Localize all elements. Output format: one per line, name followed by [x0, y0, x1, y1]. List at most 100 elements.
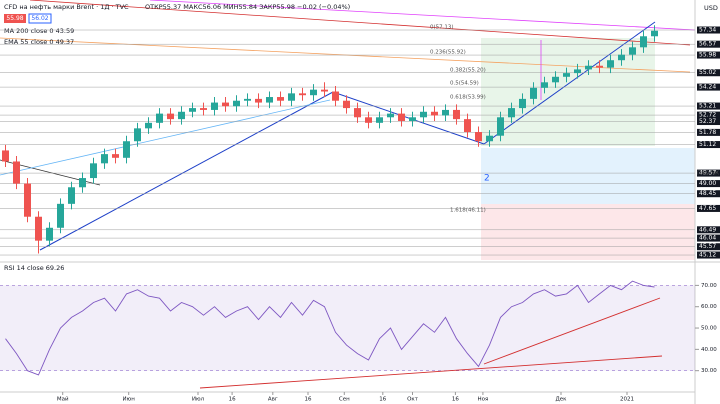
price-tag [697, 243, 720, 251]
candle-body [365, 117, 372, 123]
y-tick-label: 57.34 [699, 27, 716, 34]
annotation: 0.618(53.99) [450, 95, 486, 101]
candle-body [629, 47, 636, 55]
y-tick-label: 54.24 [699, 84, 716, 91]
price-tag [697, 169, 720, 177]
y-tick-label: 55.98 [699, 52, 716, 59]
candle-body [409, 117, 416, 121]
trend-line [483, 21, 656, 145]
ask-price: 56.02 [31, 15, 48, 22]
fib-zone-red [481, 204, 695, 260]
candle-body [112, 154, 119, 158]
candle-body [585, 65, 592, 70]
x-tick-label: 16 [305, 397, 312, 403]
candle-body [541, 82, 548, 88]
price-tag [697, 204, 720, 212]
ma-line [0, 99, 331, 176]
candle-body [442, 109, 449, 116]
price-tag [697, 226, 720, 234]
candle-body [299, 93, 306, 96]
candle-body [189, 108, 196, 112]
candle-body [68, 187, 75, 204]
price-tag [697, 111, 720, 119]
drawing-line [29, 0, 691, 46]
y-tick-label: 50.00 [701, 326, 717, 332]
candle-body [464, 119, 471, 133]
candle-body [640, 36, 647, 48]
candle-body [376, 117, 383, 123]
candle-body [90, 163, 97, 179]
candle-body [79, 178, 86, 188]
candle-body [211, 102, 218, 110]
candle-body [24, 183, 31, 217]
x-tick-label: Май [57, 396, 69, 403]
candle-body [486, 135, 493, 142]
candle-body [398, 113, 405, 121]
candle-body [530, 87, 537, 99]
x-tick-label: Авг [268, 397, 278, 403]
y-tick-label: 51.12 [699, 141, 716, 148]
candle-body [343, 100, 350, 109]
price-tag [697, 180, 720, 188]
y-tick-label: 49.57 [699, 170, 716, 177]
y-tick-label: 55.02 [699, 69, 716, 76]
candle-body [508, 108, 515, 118]
candle-body [57, 203, 64, 228]
fib-zone-green [481, 38, 655, 146]
price-tag [697, 234, 720, 242]
annotation: 0(57.13) [430, 25, 454, 31]
x-tick-label: Сен [339, 397, 350, 403]
rsi-trend [199, 355, 663, 389]
annotation: 2 [484, 174, 490, 184]
y-tick-label: 40.00 [701, 347, 717, 353]
x-tick-label: 16 [379, 397, 386, 403]
y-tick-label: 53.21 [699, 103, 716, 110]
trend-line [332, 91, 485, 145]
trend-line [39, 91, 334, 251]
price-tag [697, 26, 720, 34]
y-tick-label: 51.78 [699, 129, 716, 136]
candle-body [354, 108, 361, 118]
candle-body [497, 117, 504, 136]
candle-body [453, 109, 460, 120]
candle-body [321, 89, 328, 92]
y-tick-label: 45.12 [699, 252, 716, 259]
y-tick-label: 30.00 [701, 368, 717, 374]
y-tick-label: 70.00 [701, 283, 717, 289]
y-tick-label: 48.45 [699, 190, 716, 197]
candle-body [651, 30, 658, 37]
candle-body [145, 122, 152, 129]
candle-body [310, 89, 317, 96]
y-tick-label: 46.49 [699, 226, 716, 233]
candle-body [475, 132, 482, 142]
annotation: 1.618(46.11) [450, 208, 486, 214]
x-tick-label: Июн [123, 397, 136, 403]
annotation: 0.236(55.92) [430, 50, 466, 56]
candle-body [255, 98, 262, 103]
ohlc-summary: ОТКР55.37 МАКС56.06 МИН55.84 ЗАКР55.98 −… [145, 3, 350, 11]
price-tag [697, 118, 720, 126]
candle-body [420, 111, 427, 118]
candle-body [233, 100, 240, 107]
rsi-trend [483, 297, 661, 365]
y-tick-label: 52.72 [699, 112, 716, 119]
annotation: ПАО НК РО [697, 171, 720, 177]
price-tag [697, 102, 720, 110]
candle-body [519, 98, 526, 109]
price-tag [697, 141, 720, 149]
y-tick-label: 46.04 [699, 235, 716, 242]
price-tag [697, 51, 720, 59]
candle-body [200, 108, 207, 110]
candle-body [387, 113, 394, 118]
candle-body [277, 97, 284, 101]
candle-body [244, 98, 251, 101]
candle-body [13, 161, 20, 184]
drawing-line [149, 0, 696, 31]
y-tick-label: 45.57 [699, 243, 716, 250]
indicator-legend: EMA 55 close 0 49.37 [4, 38, 74, 46]
candle-body [123, 141, 130, 158]
candle-body [2, 150, 9, 162]
candle-body [552, 76, 559, 83]
price-tag [697, 40, 720, 48]
